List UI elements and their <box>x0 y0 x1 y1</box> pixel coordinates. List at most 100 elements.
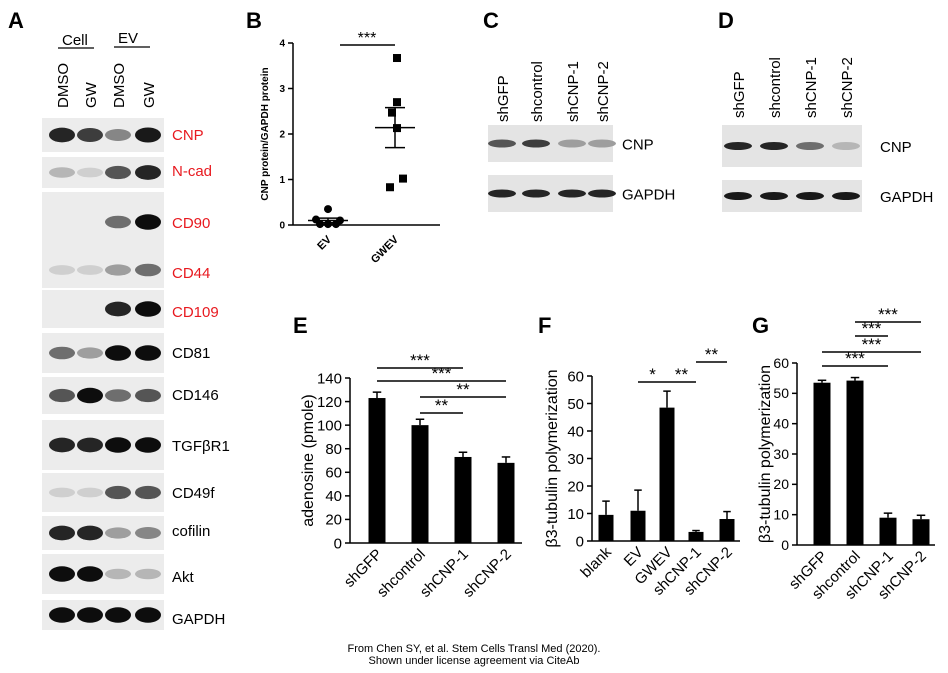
y-tick-label: 40 <box>567 423 584 440</box>
significance-stars: ** <box>435 396 449 415</box>
x-tick-label: EV <box>315 233 334 252</box>
blot-band <box>588 189 616 198</box>
blot-band <box>488 189 516 198</box>
bar-shcontrol <box>846 380 864 545</box>
blot-band <box>49 346 75 360</box>
significance-stars: *** <box>878 305 898 324</box>
significance-stars: ** <box>675 365 689 384</box>
blot-band <box>49 167 75 178</box>
bar-shCNP-1 <box>454 456 472 543</box>
lane-label: shGFP <box>731 71 748 118</box>
y-tick-label: 1 <box>279 175 285 186</box>
blot-label-CD146: CD146 <box>172 387 219 404</box>
blot-band <box>135 263 161 277</box>
blot-band <box>588 139 616 148</box>
lane-label: shcontrol <box>767 57 784 118</box>
y-tick-label: 40 <box>325 488 342 505</box>
blot-label-N-cad: N-cad <box>172 163 212 180</box>
blot-band <box>77 387 103 404</box>
y-tick-label: 10 <box>567 506 584 523</box>
data-point-GWEV <box>388 108 396 117</box>
data-point-GWEV <box>399 174 407 183</box>
blot-band <box>77 487 103 498</box>
blot-band <box>77 128 103 142</box>
blot-band <box>135 568 161 580</box>
blot-band <box>135 485 161 500</box>
y-tick-label: 30 <box>773 446 789 462</box>
blot-band <box>49 607 75 623</box>
blot-band <box>105 345 131 361</box>
lane-label: DMSO <box>111 63 128 108</box>
blot-band <box>105 527 131 539</box>
significance-stars: ** <box>705 345 719 364</box>
significance-stars: *** <box>862 319 882 338</box>
lane-label: shCNP-1 <box>565 61 582 122</box>
blot-label-CD49f: CD49f <box>172 485 215 502</box>
blot-band <box>135 165 161 180</box>
blot-band <box>77 607 103 623</box>
bar-shCNP-1 <box>879 517 897 545</box>
panel-letter-C: C <box>483 8 499 33</box>
blot-band <box>105 264 131 276</box>
blot-band <box>135 301 161 317</box>
blot-band <box>77 167 103 178</box>
y-tick-label: 140 <box>317 370 342 387</box>
bar-shcontrol <box>411 425 429 543</box>
group-label-cell: Cell <box>62 32 88 49</box>
blot-band <box>49 127 75 143</box>
y-tick-label: 80 <box>325 441 342 458</box>
blot-band <box>135 527 161 539</box>
y-tick-label: 60 <box>567 368 584 385</box>
blot-band <box>105 607 131 623</box>
y-axis-label: β3-tubulin polymerization <box>757 365 774 543</box>
y-axis-label: CNP protein/GAPDH protein <box>260 67 271 200</box>
panel-letter-D: D <box>718 8 734 33</box>
data-point-EV <box>324 205 332 214</box>
blot-band <box>796 142 824 150</box>
blot-label-CNP: CNP <box>880 139 912 156</box>
bar-shGFP <box>368 398 386 543</box>
bar-shCNP-1 <box>688 531 704 541</box>
bar-shGFP <box>813 382 831 545</box>
y-tick-label: 4 <box>279 39 285 50</box>
y-tick-label: 30 <box>567 451 584 468</box>
blot-band <box>49 487 75 498</box>
significance-stars: *** <box>862 335 882 354</box>
significance-stars: *** <box>432 364 452 383</box>
group-label-ev: EV <box>118 30 138 47</box>
lane-label: shcontrol <box>529 61 546 122</box>
data-point-GWEV <box>393 54 401 63</box>
y-tick-label: 50 <box>773 385 789 401</box>
caption-line-1: From Chen SY, et al. Stem Cells Transl M… <box>348 643 601 655</box>
significance-stars: ** <box>456 380 470 399</box>
y-tick-label: 2 <box>279 130 285 141</box>
blot-band <box>105 215 131 229</box>
blot-label-CD44: CD44 <box>172 265 210 282</box>
blot-band <box>77 347 103 359</box>
panel-letter-G: G <box>752 313 769 338</box>
significance-stars: *** <box>845 349 865 368</box>
y-tick-label: 0 <box>279 221 285 232</box>
y-tick-label: 60 <box>773 355 789 371</box>
blot-band <box>558 189 586 198</box>
blot-band <box>135 345 161 361</box>
y-tick-label: 120 <box>317 394 342 411</box>
blot-band <box>77 566 103 582</box>
blot-band <box>724 142 752 150</box>
y-tick-label: 3 <box>279 84 285 95</box>
lane-label: shCNP-2 <box>839 57 856 118</box>
blot-band <box>832 142 860 150</box>
data-point-GWEV <box>393 98 401 107</box>
blot-band <box>488 139 516 148</box>
panel-letter-B: B <box>246 8 262 33</box>
blot-band <box>522 139 550 148</box>
blot-band <box>522 189 550 198</box>
significance-stars: * <box>649 365 656 384</box>
blot-band <box>558 139 586 148</box>
blot-band <box>105 568 131 580</box>
blot-band <box>49 388 75 403</box>
y-tick-label: 0 <box>781 537 789 553</box>
blot-label-CNP: CNP <box>172 127 204 144</box>
lane-label: shCNP-2 <box>595 61 612 122</box>
blot-band <box>105 165 131 180</box>
